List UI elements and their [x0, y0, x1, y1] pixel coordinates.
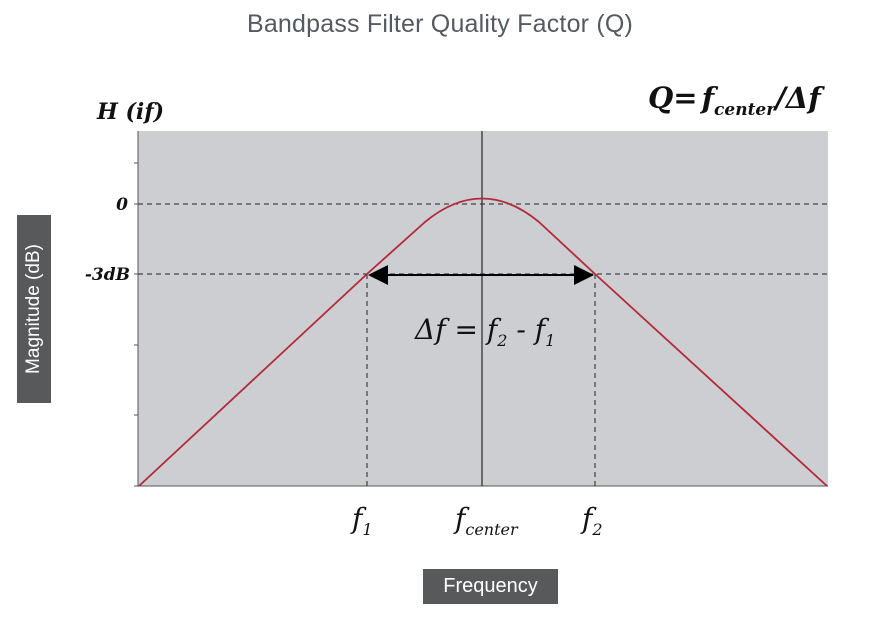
x-tick-f2-sub: 2: [591, 520, 602, 539]
q-formula-lhs: Q=: [648, 81, 698, 115]
x-tick-fcenter-sub: center: [465, 520, 519, 539]
bandwidth-formula-lhs: Δf =: [414, 313, 487, 346]
bandpass-response-curve: [138, 197, 828, 487]
y-axis-ticks: [134, 162, 138, 487]
y-tick-label-zero: 0: [116, 195, 128, 215]
x-tick-label-fcenter: fcenter: [453, 502, 519, 539]
plot-area: [138, 131, 828, 486]
y-axis-label-box: [17, 215, 51, 403]
bandwidth-formula-sub1: 1: [545, 331, 555, 350]
x-axis-label: Frequency: [423, 569, 558, 604]
bandwidth-formula-sub2: 2: [496, 331, 507, 350]
x-tick-f1-sub: 1: [362, 520, 372, 539]
q-formula: Q= fcenter/Δf: [648, 81, 825, 120]
q-formula-sub: center: [714, 100, 776, 120]
x-tick-label-f2: f2: [580, 502, 603, 539]
transfer-function-label: H (if): [96, 99, 164, 125]
bandwidth-formula-minus: -: [507, 313, 534, 346]
y-tick-label-minus3db: -3dB: [85, 265, 130, 285]
x-tick-label-f1: f1: [350, 502, 373, 539]
q-formula-f: f: [700, 81, 719, 115]
q-formula-rest: /Δf: [772, 81, 825, 115]
bandwidth-formula: Δf = f2 - f1: [414, 313, 555, 350]
diagram-title: Bandpass Filter Quality Factor (Q): [246, 10, 634, 38]
